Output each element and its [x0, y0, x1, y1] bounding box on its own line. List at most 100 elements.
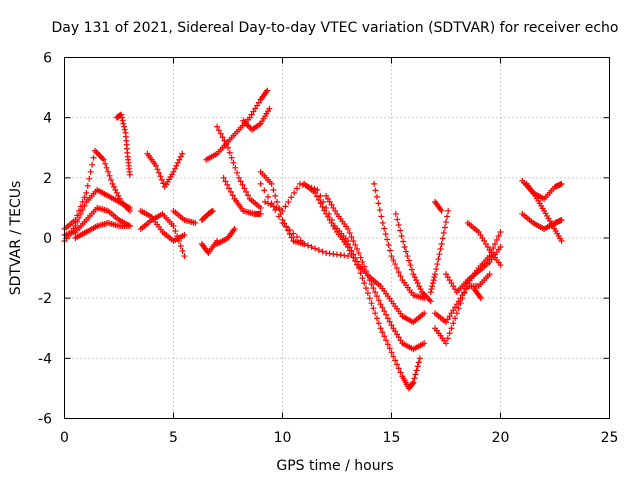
data-point	[392, 328, 399, 335]
x-tick-label: 25	[601, 430, 619, 446]
data-point	[115, 192, 122, 199]
data-point	[226, 185, 233, 192]
data-point	[475, 228, 482, 235]
grid-lines	[64, 57, 610, 419]
data-point	[288, 234, 295, 241]
data-point	[264, 87, 271, 94]
data-point	[177, 153, 184, 160]
data-point	[443, 218, 449, 225]
data-point	[395, 221, 402, 228]
data-point	[226, 149, 233, 156]
data-point	[407, 262, 414, 269]
data-point	[228, 154, 235, 161]
data-point	[432, 271, 439, 278]
data-point	[84, 182, 91, 189]
data-point	[408, 266, 415, 273]
data-point	[427, 289, 434, 296]
data-point	[314, 193, 321, 200]
data-point	[279, 216, 286, 223]
x-tick-label: 0	[60, 430, 69, 446]
data-point	[372, 289, 379, 296]
data-point	[395, 365, 402, 372]
data-point	[375, 320, 382, 327]
data-point	[252, 105, 259, 112]
data-point	[446, 330, 453, 337]
data-point	[431, 274, 438, 281]
data-point	[312, 189, 319, 196]
series-track-ah	[523, 180, 565, 245]
series-track-e	[113, 111, 133, 178]
data-point	[112, 186, 119, 193]
data-point	[173, 162, 180, 169]
data-point	[220, 174, 227, 181]
data-point	[379, 219, 386, 226]
data-point	[393, 265, 400, 272]
data-point	[257, 204, 264, 211]
data-point	[359, 275, 366, 282]
data-point	[83, 189, 90, 196]
data-point	[315, 247, 322, 254]
data-point	[452, 286, 459, 293]
data-point	[285, 198, 292, 205]
x-tick-label: 15	[383, 430, 401, 446]
data-point	[323, 210, 330, 217]
data-point	[455, 305, 462, 312]
data-point	[416, 355, 423, 362]
data-point	[113, 189, 120, 196]
y-tick-label: 4	[43, 111, 52, 127]
data-point	[453, 301, 460, 308]
data-point	[390, 353, 397, 360]
data-point	[395, 269, 402, 276]
data-point	[393, 361, 400, 368]
data-point	[461, 289, 468, 296]
series-track-v	[344, 241, 428, 326]
data-point	[493, 237, 500, 244]
data-point	[477, 295, 484, 302]
data-point	[81, 194, 88, 201]
data-point	[492, 241, 499, 248]
data-point	[448, 325, 455, 332]
data-point	[324, 213, 331, 220]
data-point	[410, 379, 417, 386]
plot-frame	[64, 57, 610, 419]
series-track-ae	[471, 286, 484, 302]
data-point	[294, 185, 301, 192]
data-point	[282, 203, 289, 210]
data-point	[370, 305, 377, 312]
data-point	[153, 162, 160, 169]
data-point	[86, 175, 93, 182]
data-point	[497, 262, 504, 269]
data-point	[386, 345, 393, 352]
data-point	[348, 248, 355, 255]
data-point	[264, 193, 271, 200]
series-track-x	[392, 210, 434, 305]
data-point	[266, 105, 273, 112]
data-point	[160, 180, 167, 187]
data-point	[403, 248, 410, 255]
data-point	[291, 189, 298, 196]
data-point	[237, 178, 244, 185]
data-point	[490, 245, 497, 252]
data-point	[121, 123, 128, 130]
data-point	[438, 207, 445, 214]
data-point	[481, 238, 488, 245]
series-track-t	[301, 180, 423, 392]
series-track-aa	[432, 271, 493, 326]
data-point	[372, 310, 379, 317]
data-point	[459, 292, 466, 299]
data-point	[109, 180, 116, 187]
data-point	[286, 230, 293, 237]
data-point	[81, 202, 88, 209]
data-point	[221, 137, 228, 144]
data-point	[254, 102, 261, 109]
data-point	[90, 154, 97, 161]
data-point	[274, 198, 281, 205]
data-point	[126, 204, 133, 211]
data-point	[270, 186, 277, 193]
data-point	[386, 318, 393, 325]
series-track-o	[214, 225, 238, 248]
data-point	[223, 141, 230, 148]
data-point	[388, 322, 395, 329]
data-point	[170, 222, 177, 229]
data-point	[326, 198, 333, 205]
